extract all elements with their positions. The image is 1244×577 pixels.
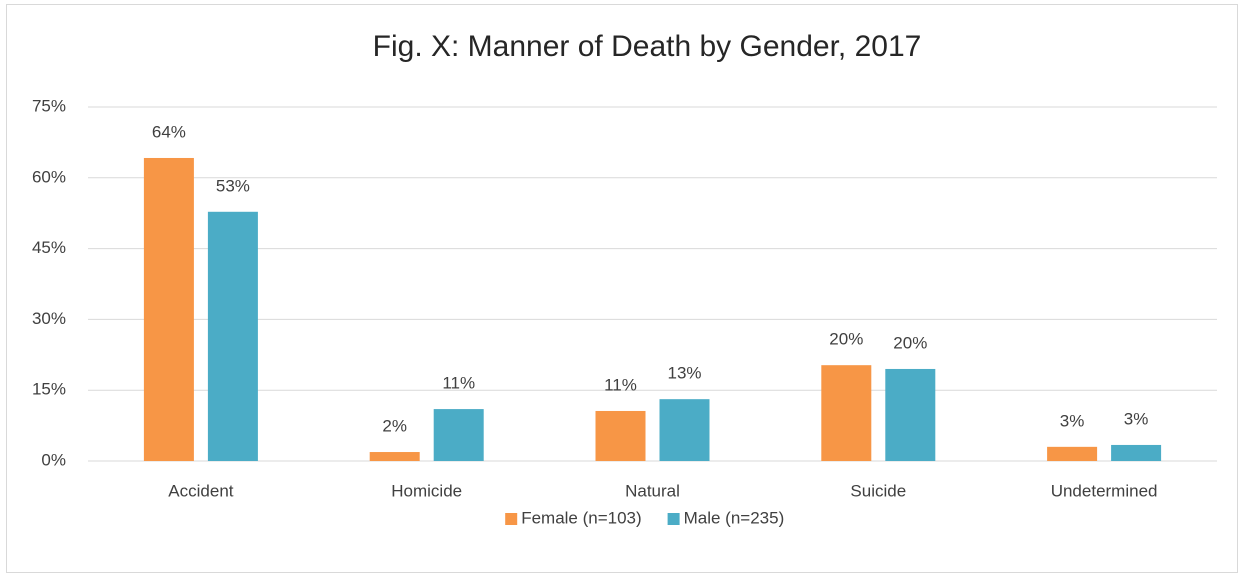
y-tick-label: 75% bbox=[32, 96, 66, 115]
bar bbox=[433, 409, 484, 461]
y-tick-label: 30% bbox=[32, 309, 66, 328]
value-label: 11% bbox=[442, 374, 475, 393]
value-label: 53% bbox=[216, 176, 250, 195]
bar bbox=[821, 365, 872, 461]
x-tick-label: Homicide bbox=[391, 481, 462, 500]
y-tick-label: 45% bbox=[32, 238, 66, 257]
value-label: 13% bbox=[667, 364, 701, 383]
value-label: 20% bbox=[829, 330, 863, 349]
bar bbox=[143, 157, 194, 461]
bar bbox=[207, 211, 258, 461]
value-label: 11% bbox=[604, 375, 637, 394]
value-label: 20% bbox=[893, 333, 927, 352]
legend-label: Female (n=103) bbox=[521, 508, 641, 527]
y-tick-label: 0% bbox=[41, 450, 66, 469]
value-label: 64% bbox=[152, 122, 186, 141]
x-tick-label: Suicide bbox=[850, 481, 906, 500]
bar bbox=[369, 452, 420, 461]
legend-label: Male (n=235) bbox=[684, 508, 785, 527]
bar bbox=[659, 399, 710, 461]
y-tick-label: 60% bbox=[32, 167, 66, 186]
bar bbox=[1047, 446, 1098, 461]
value-label: 2% bbox=[382, 417, 407, 436]
y-tick-label: 15% bbox=[32, 380, 66, 399]
x-tick-label: Undetermined bbox=[1051, 481, 1158, 500]
value-label: 3% bbox=[1124, 409, 1149, 428]
bar bbox=[595, 410, 646, 461]
bar bbox=[885, 368, 936, 461]
x-tick-label: Natural bbox=[625, 481, 680, 500]
legend-swatch bbox=[667, 513, 680, 525]
value-label: 3% bbox=[1060, 411, 1085, 430]
chart-title: Fig. X: Manner of Death by Gender, 2017 bbox=[373, 30, 922, 63]
bar bbox=[1111, 444, 1162, 461]
legend-swatch bbox=[505, 513, 518, 525]
x-tick-label: Accident bbox=[168, 481, 233, 500]
